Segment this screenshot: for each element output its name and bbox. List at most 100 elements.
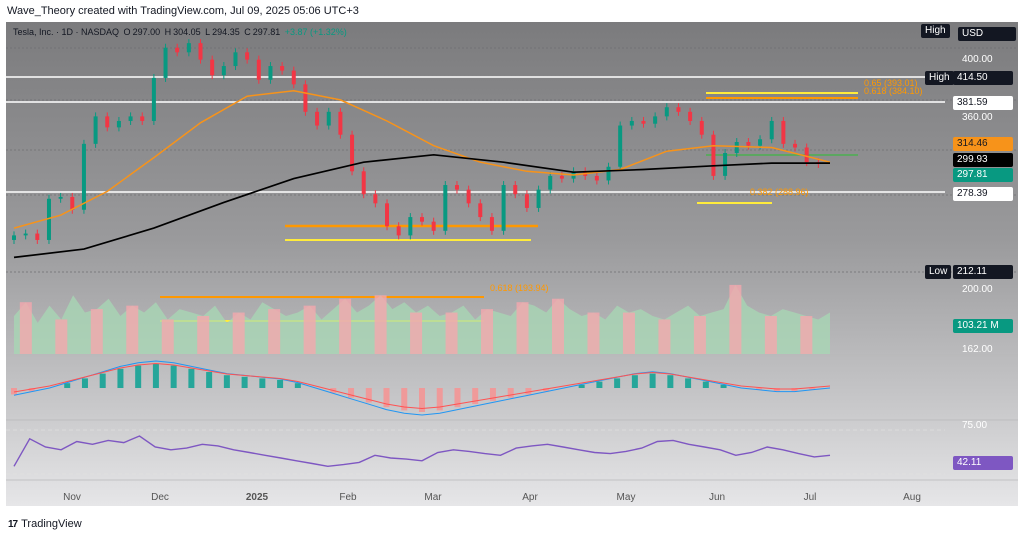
volume-bar-22 — [268, 309, 281, 354]
volume-bar-25 — [303, 305, 316, 354]
macd-hist-15 — [277, 380, 284, 388]
volume-bar-16 — [197, 316, 210, 354]
macd-hist-36 — [649, 373, 656, 388]
candle-body-11 — [140, 116, 145, 121]
candle-body-43 — [513, 185, 518, 195]
x-tick-8: Jul — [804, 492, 817, 503]
tradingview-mark-icon: 17 — [8, 518, 18, 530]
macd-hist-39 — [702, 381, 709, 388]
volume-bar-34 — [410, 312, 423, 354]
credit-bar: Wave_Theory created with TradingView.com… — [0, 0, 1024, 22]
symbol-name: Tesla, Inc. · 1D · NASDAQ — [13, 27, 120, 37]
volume-bar-13 — [161, 319, 174, 354]
candle-body-16 — [198, 43, 203, 60]
volume-bar-43 — [516, 302, 529, 354]
candle-body-13 — [163, 47, 168, 78]
candle-body-3 — [46, 198, 51, 240]
macd-hist-25 — [454, 388, 461, 408]
footer: 17 TradingView — [0, 506, 1024, 538]
candle-body-29 — [350, 134, 355, 172]
macd-hist-29 — [525, 388, 532, 395]
macd-hist-0 — [11, 388, 17, 395]
y-tick-1: 360.00 — [962, 112, 993, 123]
volume-bars — [14, 284, 830, 354]
macd-hist-16 — [294, 383, 301, 388]
candle-body-10 — [128, 116, 133, 121]
candle-body-45 — [536, 189, 541, 208]
volume-bar-67 — [800, 316, 813, 354]
fib-label-1: 0.618 (384.10) — [864, 86, 923, 96]
candle-body-59 — [699, 120, 704, 135]
candle-body-50 — [594, 175, 599, 181]
candle-body-21 — [256, 59, 261, 80]
macd-hist-32 — [578, 384, 585, 388]
candle-body-12 — [151, 77, 156, 121]
time-axis[interactable]: Nov Dec 2025 Feb Mar Apr May Jun Jul Aug — [63, 492, 921, 503]
price-badge-0: 414.50 — [953, 71, 1013, 85]
rsi-upper-label: 75.00 — [962, 420, 987, 431]
level-label-0: High — [925, 71, 954, 85]
candle-body-34 — [408, 217, 413, 236]
macd-hist-10 — [188, 368, 195, 388]
candle-body-28 — [338, 111, 343, 135]
macd-hist-20 — [365, 388, 372, 403]
price-chart[interactable]: 0.65 (393.01)0.618 (384.10) 0.618 (193.94… — [0, 0, 1024, 506]
y-tick-3: 162.00 — [962, 344, 993, 355]
high-value: 304.05 — [173, 27, 201, 37]
candle-body-58 — [688, 111, 693, 121]
candle-body-30 — [361, 171, 366, 195]
candle-body-17 — [210, 59, 215, 76]
symbol-legend[interactable]: Tesla, Inc. · 1D · NASDAQ O 297.00 H 304.0… — [13, 27, 349, 37]
macd-hist-23 — [419, 388, 425, 412]
candle-body-51 — [606, 166, 611, 181]
price-badge-2: 314.46 — [953, 137, 1013, 151]
rsi-line — [13, 435, 831, 468]
macd-hist-44 — [791, 388, 798, 392]
price-axis[interactable]: 400.00 360.00 200.00 162.00 75.00 — [962, 54, 993, 431]
candle-body-18 — [221, 66, 226, 76]
volume-bar-58 — [693, 316, 706, 354]
high-button[interactable]: High — [921, 24, 950, 38]
price-badge-1: 381.59 — [953, 96, 1013, 110]
macd-hist-5 — [99, 373, 106, 388]
volume-bar-49 — [587, 312, 600, 354]
open-value: 297.00 — [132, 27, 161, 37]
candle-body-57 — [676, 107, 681, 112]
currency-selector[interactable]: USD — [958, 27, 1016, 41]
level-label-6: Low — [925, 265, 952, 279]
macd-hist-38 — [685, 378, 692, 388]
candle-body-9 — [116, 120, 121, 128]
candle-body-54 — [641, 120, 646, 124]
candle-body-41 — [489, 217, 494, 231]
volume-bar-31 — [374, 295, 387, 354]
candle-body-53 — [629, 120, 634, 126]
candle-body-25 — [303, 84, 308, 112]
macd-hist-19 — [348, 388, 355, 398]
macd-hist-14 — [259, 378, 266, 388]
candle-body-36 — [431, 221, 436, 231]
candle-body-33 — [396, 226, 401, 236]
candle-body-6 — [81, 143, 86, 210]
candle-body-37 — [443, 185, 448, 231]
volume-bar-10 — [126, 305, 139, 354]
macd-hist-6 — [117, 368, 124, 388]
macd-hist-9 — [170, 365, 177, 388]
candle-body-14 — [175, 47, 180, 53]
macd-hist-3 — [64, 383, 71, 388]
macd-hist-22 — [401, 388, 408, 411]
tradingview-wordmark: TradingView — [21, 518, 82, 530]
price-badge-3: 299.93 — [953, 153, 1013, 167]
candle-body-52 — [618, 125, 623, 167]
signal-line — [13, 362, 831, 410]
macd-hist-8 — [152, 364, 159, 388]
candle-body-0 — [12, 235, 16, 240]
volume-bar-46 — [552, 298, 564, 354]
volume-bar-64 — [764, 316, 777, 354]
price-badge-7: 103.21 M — [953, 319, 1013, 333]
fib-label-2: 0.618 (193.94) — [490, 283, 549, 293]
x-tick-7: Jun — [709, 492, 725, 503]
y-tick-0: 400.00 — [962, 54, 993, 65]
tradingview-logo[interactable]: 17 TradingView — [8, 518, 82, 530]
fibonacci-lines: 0.65 (393.01)0.618 (384.10) 0.618 (193.94… — [160, 78, 923, 322]
candle-body-26 — [315, 111, 320, 126]
